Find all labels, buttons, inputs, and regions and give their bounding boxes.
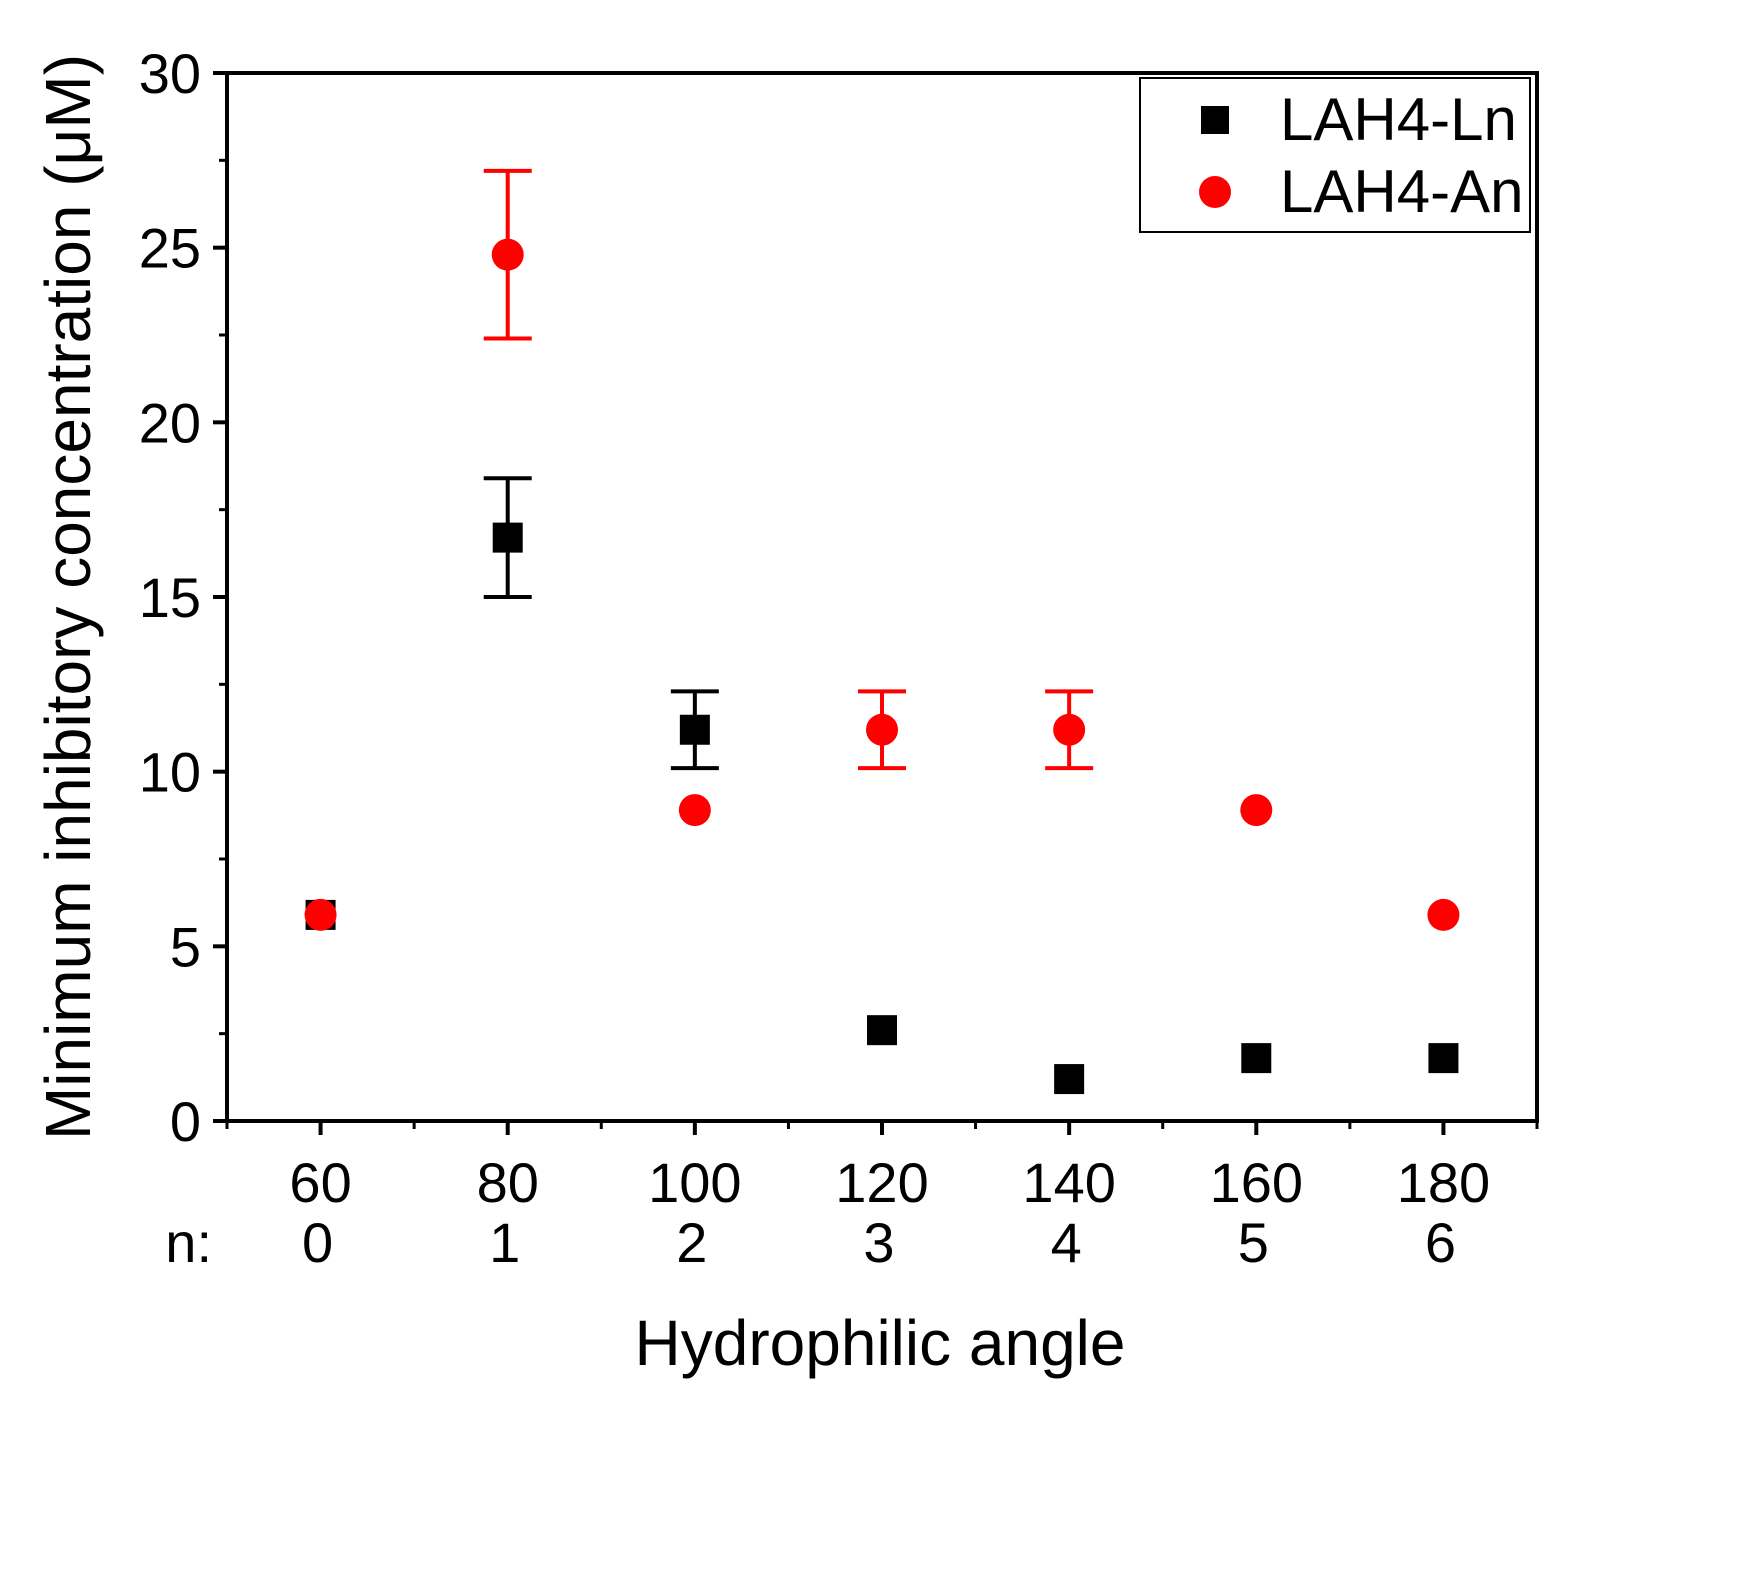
x-axis-title: Hydrophilic angle: [635, 1307, 1126, 1379]
y-axis-ticks: 0 5 10 15 20 25 30: [139, 42, 227, 1153]
n-tick-label-1: 1: [489, 1211, 520, 1274]
x-tick-label-160: 160: [1210, 1151, 1303, 1214]
n-tick-label-3: 3: [863, 1211, 894, 1274]
data-points: [304, 238, 1460, 1095]
n-tick-label-0: 0: [302, 1211, 333, 1274]
y-tick-label-25: 25: [139, 217, 201, 280]
n-tick-label-4: 4: [1051, 1211, 1082, 1274]
point-lah4-ln-120: [867, 1015, 897, 1046]
x-tick-label-140: 140: [1022, 1151, 1115, 1214]
legend-box: [1139, 77, 1531, 233]
y-tick-label-15: 15: [139, 566, 201, 629]
error-bars: [483, 168, 1094, 771]
x-tick-label-80: 80: [477, 1151, 539, 1214]
y-tick-label-30: 30: [139, 42, 201, 105]
n-tick-label-2: 2: [676, 1211, 707, 1274]
point-lah4-an-100: [678, 794, 711, 827]
x-tick-label-120: 120: [835, 1151, 928, 1214]
y-tick-label-0: 0: [170, 1090, 201, 1153]
legend-marker-lah4-ln: [1201, 106, 1229, 134]
x-tick-label-100: 100: [648, 1151, 741, 1214]
secondary-x-label: n:: [165, 1211, 212, 1274]
point-lah4-ln-160: [1241, 1043, 1272, 1074]
n-tick-label-5: 5: [1238, 1211, 1269, 1274]
point-lah4-an-180: [1427, 898, 1460, 931]
n-tick-label-6: 6: [1425, 1211, 1456, 1274]
point-lah4-an-120: [866, 713, 898, 746]
legend-label-lah4-ln: LAH4-Ln: [1280, 86, 1517, 153]
x-tick-label-60: 60: [289, 1151, 351, 1214]
point-lah4-an-80: [491, 238, 524, 271]
legend-marker-lah4-an: [1199, 176, 1231, 208]
point-lah4-ln-180: [1428, 1043, 1459, 1074]
y-axis-title: Minimum inhibitory concentration (μM): [32, 54, 104, 1140]
x-tick-label-180: 180: [1397, 1151, 1490, 1214]
point-lah4-ln-80: [492, 522, 523, 553]
point-lah4-an-60: [304, 898, 337, 931]
legend: LAH4-Ln LAH4-An: [1139, 77, 1531, 233]
y-tick-label-10: 10: [139, 741, 201, 804]
point-lah4-ln-100: [679, 714, 710, 745]
y-tick-label-20: 20: [139, 391, 201, 454]
point-lah4-an-140: [1053, 713, 1086, 746]
legend-label-lah4-an: LAH4-An: [1280, 158, 1523, 225]
point-lah4-an-160: [1240, 794, 1273, 827]
point-lah4-ln-140: [1054, 1064, 1085, 1095]
y-tick-label-5: 5: [170, 915, 201, 978]
